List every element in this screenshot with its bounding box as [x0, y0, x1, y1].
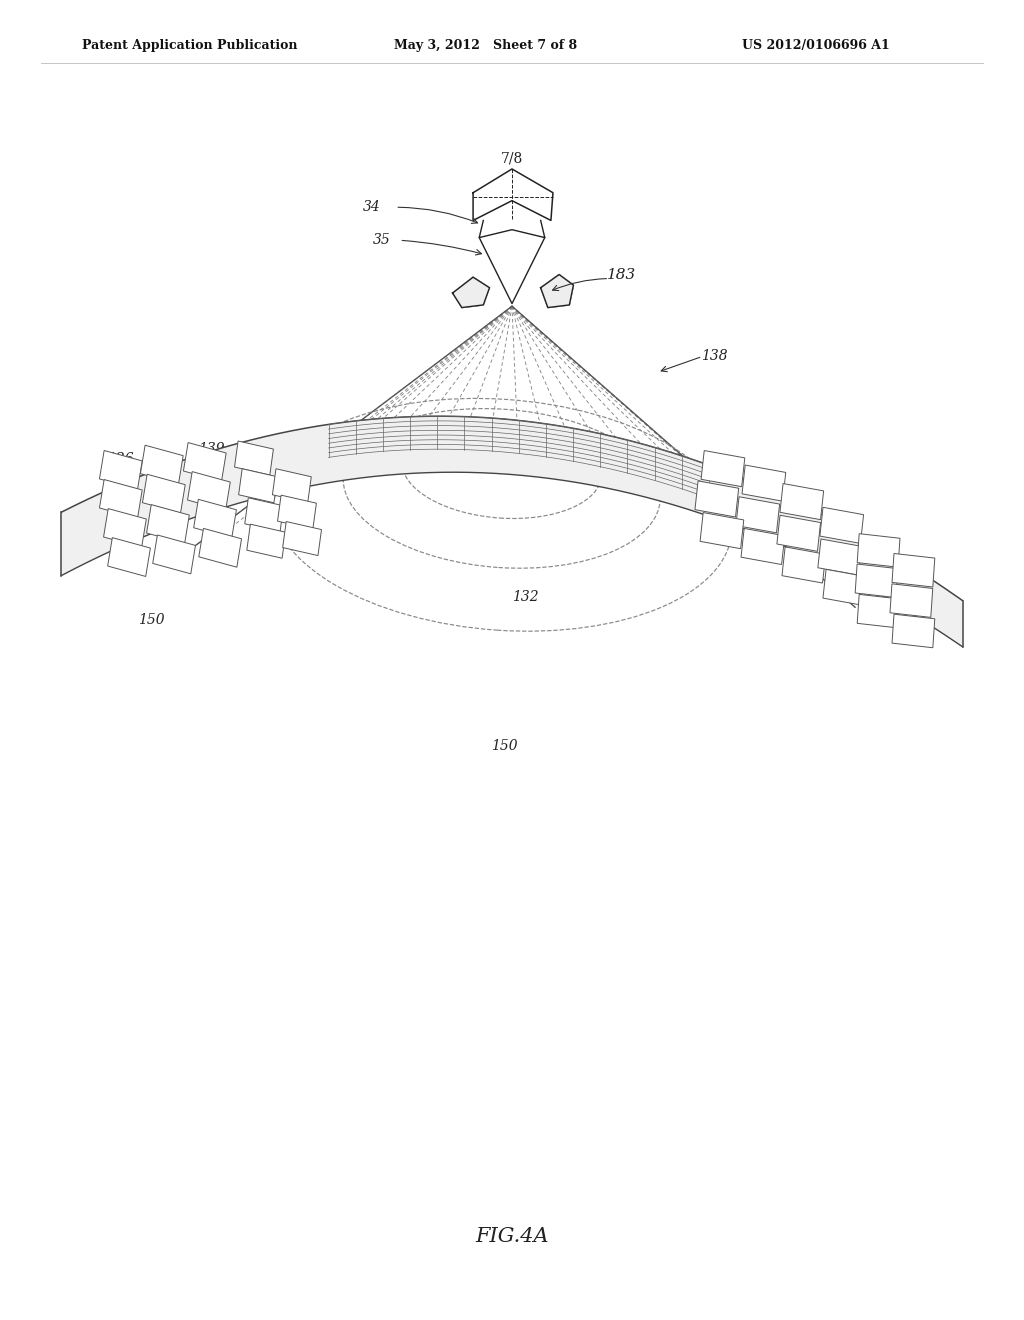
Polygon shape: [187, 471, 230, 511]
Polygon shape: [780, 483, 823, 520]
Polygon shape: [194, 499, 237, 539]
Polygon shape: [777, 515, 820, 552]
Polygon shape: [823, 569, 866, 606]
Polygon shape: [272, 469, 311, 503]
Text: 35: 35: [373, 234, 391, 247]
Text: 183: 183: [607, 268, 636, 281]
Text: FIG.4A: FIG.4A: [475, 1228, 549, 1246]
Polygon shape: [146, 504, 189, 544]
Text: 139: 139: [198, 442, 224, 455]
Polygon shape: [818, 539, 861, 576]
Polygon shape: [695, 480, 738, 517]
Polygon shape: [283, 521, 322, 556]
Polygon shape: [99, 450, 142, 490]
Polygon shape: [700, 512, 743, 549]
Text: 150: 150: [138, 614, 165, 627]
Polygon shape: [857, 533, 900, 568]
Polygon shape: [453, 277, 489, 308]
Text: 132: 132: [512, 590, 539, 603]
Polygon shape: [741, 528, 784, 565]
Polygon shape: [701, 450, 744, 487]
Polygon shape: [153, 535, 196, 574]
Polygon shape: [183, 442, 226, 482]
Polygon shape: [108, 537, 151, 577]
Text: 138: 138: [701, 350, 728, 363]
Polygon shape: [140, 445, 183, 484]
Polygon shape: [890, 583, 933, 618]
Text: 150: 150: [492, 739, 518, 752]
Text: Patent Application Publication: Patent Application Publication: [82, 38, 297, 51]
Polygon shape: [892, 614, 935, 648]
Text: 34: 34: [362, 201, 381, 214]
Polygon shape: [782, 546, 825, 583]
Polygon shape: [234, 441, 273, 475]
Polygon shape: [541, 275, 573, 308]
Text: 7/8: 7/8: [501, 152, 523, 165]
Text: May 3, 2012   Sheet 7 of 8: May 3, 2012 Sheet 7 of 8: [394, 38, 578, 51]
Polygon shape: [245, 498, 284, 532]
Text: 126: 126: [108, 453, 134, 466]
Polygon shape: [855, 564, 898, 598]
Polygon shape: [736, 496, 779, 533]
Polygon shape: [820, 507, 863, 544]
Polygon shape: [142, 474, 185, 513]
Polygon shape: [103, 508, 146, 548]
Polygon shape: [61, 416, 963, 647]
Polygon shape: [742, 465, 785, 502]
Polygon shape: [857, 594, 900, 628]
Text: US 2012/0106696 A1: US 2012/0106696 A1: [742, 38, 890, 51]
Polygon shape: [199, 528, 242, 568]
Polygon shape: [892, 553, 935, 587]
Polygon shape: [99, 479, 142, 519]
Polygon shape: [239, 469, 278, 503]
Polygon shape: [247, 524, 286, 558]
Polygon shape: [278, 495, 316, 529]
